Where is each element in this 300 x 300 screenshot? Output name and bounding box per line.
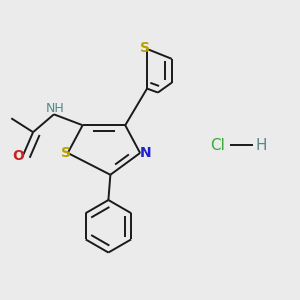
Text: S: S: [140, 41, 150, 55]
Text: N: N: [140, 146, 152, 160]
Text: Cl: Cl: [210, 137, 225, 152]
Text: H: H: [255, 137, 267, 152]
Text: O: O: [12, 149, 24, 163]
Text: S: S: [61, 146, 71, 160]
Text: NH: NH: [46, 102, 64, 115]
